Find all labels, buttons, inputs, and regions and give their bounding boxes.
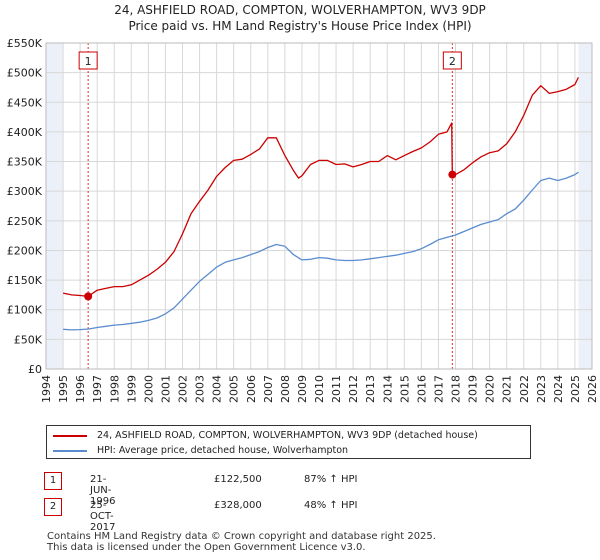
x-tick-label: 2024 — [552, 375, 565, 403]
plot-frame — [45, 42, 593, 370]
x-tick-label: 2011 — [330, 375, 343, 403]
x-tick-label: 1999 — [125, 375, 138, 403]
x-tick-label: 2010 — [313, 375, 326, 403]
x-tick-label: 2026 — [586, 375, 599, 403]
x-tick-label: 1994 — [40, 375, 53, 403]
sale-marker-label: 1 — [85, 55, 92, 68]
y-tick-label: £0 — [28, 363, 42, 376]
x-tick-label: 2008 — [279, 375, 292, 403]
price-chart: 1 2 £0 £50K £100K £150K £200K £250K £300K £350K £… — [7, 37, 599, 403]
chart-legend: 24, ASHFIELD ROAD, COMPTON, WOLVERHAMPTO… — [46, 425, 531, 459]
legend-item-property: 24, ASHFIELD ROAD, COMPTON, WOLVERHAMPTO… — [53, 429, 478, 443]
y-tick-label: £550K — [7, 37, 43, 50]
sale-marker-box — [442, 51, 462, 70]
y-tick-label: £450K — [7, 96, 43, 109]
x-tick-label: 2005 — [228, 375, 241, 403]
y-tick-label: £400K — [7, 126, 43, 139]
x-tick-label: 2001 — [159, 375, 172, 403]
x-tick-label: 2023 — [535, 375, 548, 403]
x-tick-label: 2012 — [347, 375, 360, 403]
y-tick-label: £50K — [14, 333, 43, 346]
x-tick-label: 1996 — [74, 375, 87, 403]
x-tick-label: 2021 — [501, 375, 514, 403]
legend-item-hpi: HPI: Average price, detached house, Wolv… — [53, 444, 348, 458]
x-tick-label: 2020 — [484, 375, 497, 403]
sale-hpi-change: 87% ↑ HPI — [304, 474, 358, 485]
x-tick-label: 1995 — [57, 375, 70, 403]
footer-copyright: Contains HM Land Registry data © Crown c… — [47, 531, 436, 542]
hpi-line — [63, 171, 579, 331]
footer-licence: This data is licensed under the Open Gov… — [47, 542, 366, 553]
y-tick-label: £150K — [7, 274, 43, 287]
x-tick-label: 2019 — [467, 375, 480, 403]
sale-point — [84, 292, 93, 301]
sale-date: 21-JUN-1996 — [90, 474, 116, 507]
x-tick-label: 2002 — [177, 375, 190, 403]
x-tick-label: 2025 — [569, 375, 582, 403]
x-tick-label: 2000 — [142, 375, 155, 403]
y-tick-label: £200K — [7, 244, 43, 257]
x-tick-label: 2006 — [245, 375, 258, 403]
y-tick-label: £500K — [7, 67, 43, 80]
x-tick-label: 2003 — [194, 375, 207, 403]
sale-price: £122,500 — [214, 474, 262, 485]
legend-swatch-property — [53, 434, 87, 437]
sale-price: £328,000 — [214, 500, 262, 511]
y-tick-label: £350K — [7, 156, 43, 169]
y-tick-label: £250K — [7, 215, 43, 228]
x-tick-label: 2016 — [415, 375, 428, 403]
sale-number-badge: 1 — [44, 472, 62, 490]
y-tick-label: £100K — [7, 304, 43, 317]
sale-number-badge: 2 — [44, 498, 62, 516]
x-tick-label: 2013 — [364, 375, 377, 403]
pre-data-shade — [46, 43, 64, 369]
x-tick-label: 1998 — [108, 375, 121, 403]
sale-point — [448, 170, 457, 179]
x-tick-label: 2007 — [262, 375, 275, 403]
x-tick-label: 2014 — [381, 375, 394, 403]
footer: Contains HM Land Registry data © Crown c… — [47, 531, 436, 553]
legend-label-property: 24, ASHFIELD ROAD, COMPTON, WOLVERHAMPTO… — [97, 430, 478, 441]
x-tick-label: 2015 — [398, 375, 411, 403]
sale-marker-label: 2 — [449, 55, 456, 68]
x-tick-label: 2022 — [518, 375, 531, 403]
sale-date: 25-OCT-2017 — [90, 500, 116, 533]
property-price-line — [62, 77, 579, 298]
chart-title-line1: 24, ASHFIELD ROAD, COMPTON, WOLVERHAMPTO… — [114, 3, 486, 17]
legend-swatch-hpi — [53, 449, 87, 452]
y-tick-label: £300K — [7, 185, 43, 198]
x-tick-label: 2004 — [211, 375, 224, 403]
x-tick-label: 2009 — [296, 375, 309, 403]
x-tick-label: 2018 — [450, 375, 463, 403]
x-tick-label: 2017 — [432, 375, 445, 403]
legend-label-hpi: HPI: Average price, detached house, Wolv… — [97, 445, 349, 456]
sale-hpi-change: 48% ↑ HPI — [304, 500, 358, 511]
post-data-shade — [578, 43, 592, 369]
sale-marker-box — [78, 51, 98, 70]
chart-title-line2: Price paid vs. HM Land Registry's House … — [128, 19, 472, 33]
x-tick-label: 1997 — [91, 375, 104, 403]
